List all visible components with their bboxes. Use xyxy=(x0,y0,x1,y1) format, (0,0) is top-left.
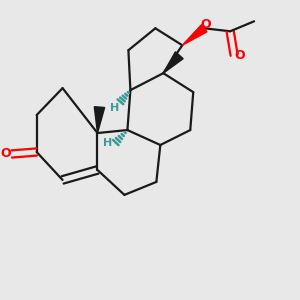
Text: H: H xyxy=(103,138,112,148)
Text: O: O xyxy=(200,18,211,31)
Text: H: H xyxy=(110,103,119,113)
Text: O: O xyxy=(235,49,245,62)
Polygon shape xyxy=(94,107,105,133)
Polygon shape xyxy=(182,25,207,45)
Text: O: O xyxy=(0,148,11,160)
Polygon shape xyxy=(163,52,183,73)
